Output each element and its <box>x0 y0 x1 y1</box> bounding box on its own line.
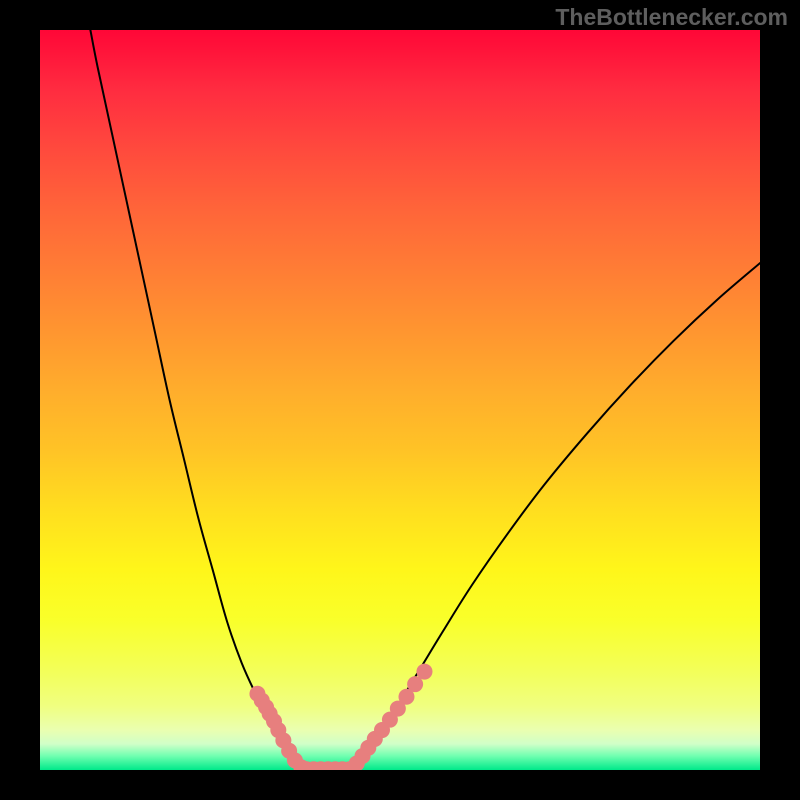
marker-right <box>416 664 432 680</box>
plot-area <box>40 30 760 770</box>
chart-frame: TheBottlenecker.com <box>0 0 800 800</box>
plot-svg <box>40 30 760 770</box>
watermark-text: TheBottlenecker.com <box>555 4 788 31</box>
